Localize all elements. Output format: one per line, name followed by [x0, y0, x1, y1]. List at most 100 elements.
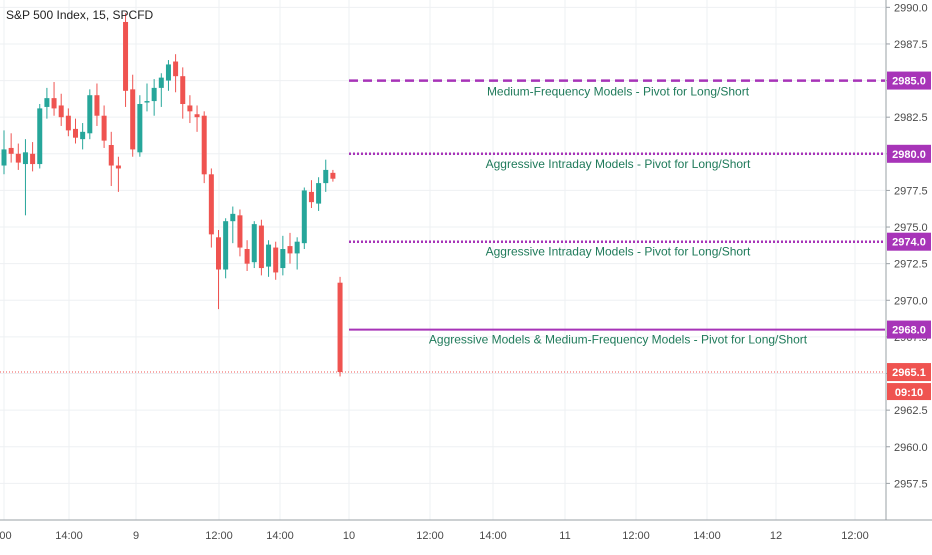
pivot-price-badge: 2974.0 — [887, 232, 931, 251]
candle — [80, 123, 86, 150]
candle-body — [87, 95, 93, 134]
countdown-badge: 09:10 — [887, 383, 931, 401]
y-tick-label: 2962.5 — [894, 405, 928, 417]
candle-body — [194, 114, 200, 118]
candle — [308, 180, 314, 208]
candle — [187, 95, 193, 124]
candle-body — [158, 77, 164, 88]
candle — [158, 73, 164, 107]
price-axis[interactable]: 2957.52960.02962.52965.02967.52970.02972… — [885, 0, 931, 520]
candle-body — [316, 183, 322, 204]
x-tick-label: 12 — [770, 530, 782, 542]
candle-body — [65, 115, 71, 131]
candle — [273, 241, 279, 280]
candle — [15, 143, 21, 170]
pivot-price-badge: 2968.0 — [887, 320, 931, 339]
pivot-label: Aggressive Intraday Models - Pivot for L… — [486, 157, 751, 171]
candle-body — [80, 131, 86, 140]
pivot-badge-bg — [887, 71, 931, 90]
x-tick-label: 14:00 — [693, 530, 721, 542]
x-tick-label: :00 — [0, 530, 12, 542]
countdown-badge-text: 09:10 — [895, 387, 923, 399]
candle — [180, 67, 186, 119]
candle-body — [258, 225, 264, 269]
candle — [94, 83, 100, 126]
time-axis[interactable]: :00 14:00 9 12:00 14:00 10 12:00 14:00 11 12:00 14… — [0, 519, 932, 542]
pivot-label: Aggressive Models & Medium-Frequency Mod… — [429, 333, 808, 347]
candle-body — [330, 172, 336, 179]
candle — [37, 104, 43, 169]
candle — [201, 111, 207, 184]
candle-body — [266, 244, 272, 267]
candle-body — [173, 61, 179, 77]
candle-body — [58, 105, 64, 118]
candle-body — [323, 169, 329, 184]
y-tick-label: 2987.5 — [894, 39, 928, 51]
candle — [87, 89, 93, 140]
candle — [144, 83, 150, 112]
candle — [287, 232, 293, 264]
y-tick-label: 2970.0 — [894, 295, 928, 307]
x-tick-label: 12:00 — [416, 530, 444, 542]
candle — [173, 54, 179, 93]
candle-body — [37, 108, 43, 165]
pivot-badge-text: 2980.0 — [892, 149, 926, 161]
candle — [165, 60, 171, 91]
pivot-level: Medium-Frequency Models - Pivot for Long… — [349, 79, 885, 99]
candle — [316, 177, 322, 211]
candle-body — [1, 149, 7, 166]
x-tick-label: 10 — [343, 530, 355, 542]
candle — [73, 118, 78, 144]
candle-body — [51, 98, 57, 109]
candle — [22, 139, 28, 216]
pivot-levels: Medium-Frequency Models - Pivot for Long… — [349, 79, 885, 347]
candle — [294, 237, 300, 270]
candle — [258, 219, 264, 276]
candle — [108, 131, 114, 187]
pivot-badge-text: 2968.0 — [892, 325, 926, 337]
candle-body — [165, 64, 171, 81]
candle-body — [101, 115, 107, 141]
candle — [151, 79, 157, 116]
candle — [301, 187, 307, 250]
y-tick-label: 2972.5 — [894, 259, 928, 271]
candle-body — [144, 101, 150, 103]
candle-body — [251, 224, 257, 263]
x-tick-label: 9 — [133, 530, 139, 542]
pivot-badge-bg — [887, 232, 931, 251]
last-price-badge: 2965.1 — [887, 363, 931, 382]
pivot-badge-bg — [887, 144, 931, 163]
candles — [1, 13, 343, 377]
candle — [58, 93, 64, 126]
pivot-price-badge: 2980.0 — [887, 144, 931, 163]
x-tick-label: 14:00 — [55, 530, 83, 542]
candle-body — [273, 247, 279, 273]
candle-body — [44, 98, 50, 107]
pivot-label: Medium-Frequency Models - Pivot for Long… — [487, 85, 750, 99]
y-tick-label: 2957.5 — [894, 478, 928, 490]
x-tick-label: 12:00 — [622, 530, 650, 542]
candle-body — [30, 153, 36, 165]
candle-body — [180, 76, 186, 104]
candle — [230, 206, 236, 244]
candle-body — [151, 87, 157, 102]
y-tick-label: 2960.0 — [894, 442, 928, 454]
last-price-badge-bg — [887, 363, 931, 382]
candle — [337, 276, 343, 377]
candle-body — [15, 153, 21, 163]
candle-body — [223, 221, 229, 270]
pivot-level: Aggressive Intraday Models - Pivot for L… — [349, 152, 885, 171]
pivot-level: Aggressive Intraday Models - Pivot for L… — [349, 240, 885, 259]
candle — [251, 221, 257, 269]
candle — [65, 108, 71, 137]
pivot-badge-text: 2974.0 — [892, 237, 926, 249]
candle-body — [8, 147, 14, 154]
candle — [1, 130, 7, 175]
pivot-badge-bg — [887, 320, 931, 339]
x-tick-label: 12:00 — [205, 530, 233, 542]
candle — [8, 133, 14, 163]
candle — [280, 235, 286, 276]
last-price-badge-text: 2965.1 — [892, 367, 926, 379]
